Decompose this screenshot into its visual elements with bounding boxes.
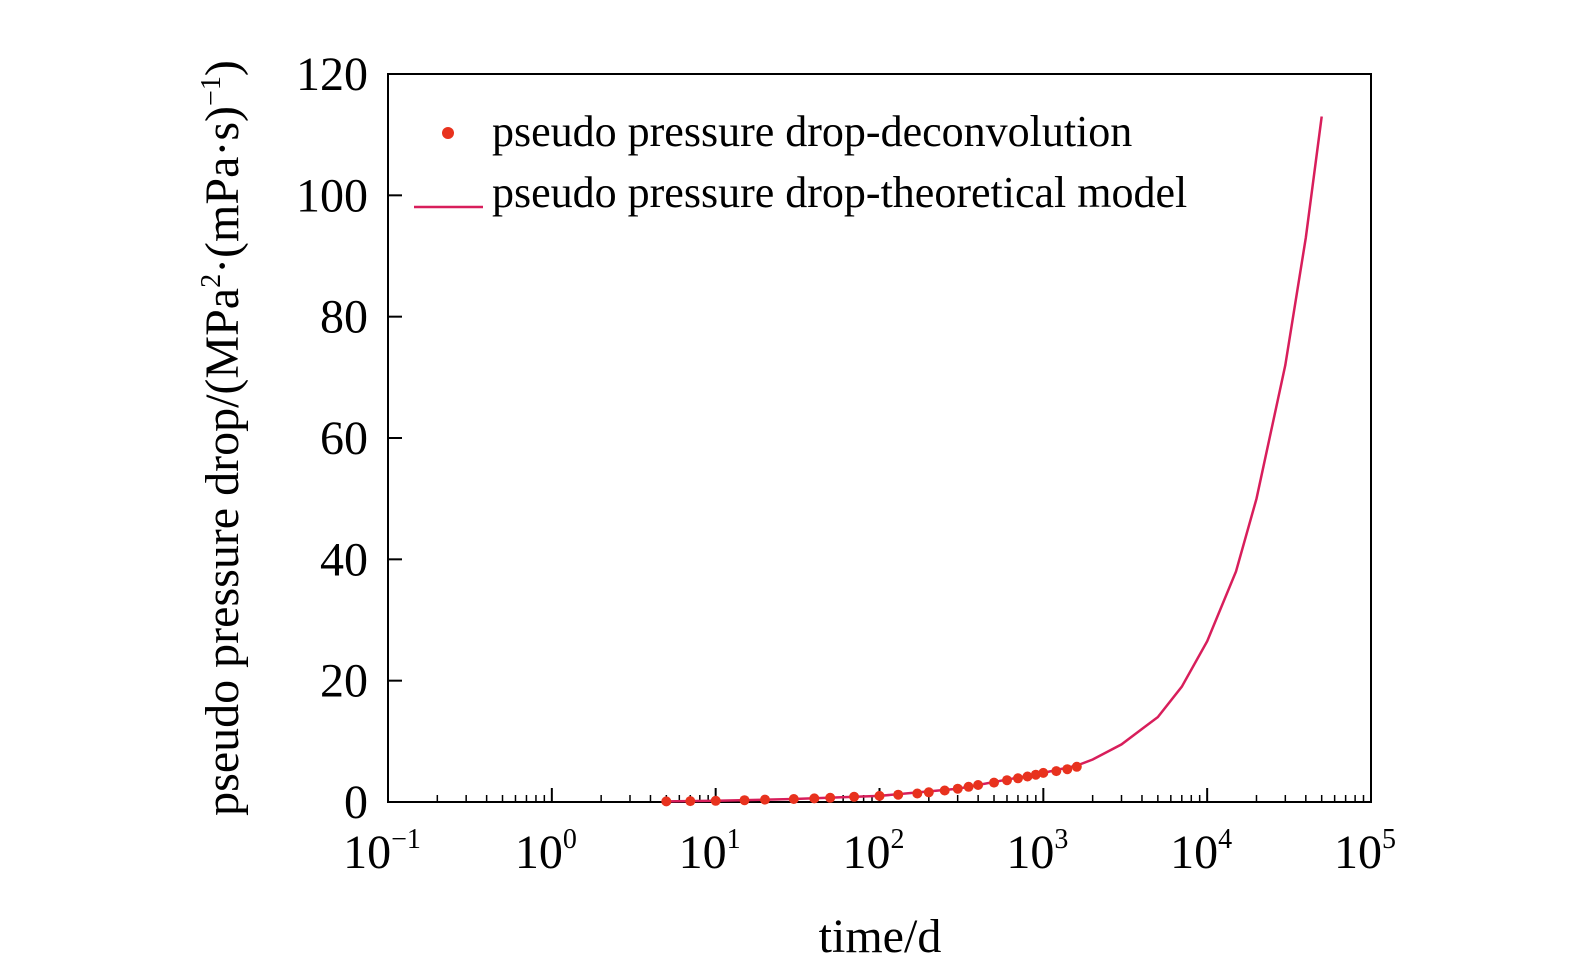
point-deconvolution bbox=[973, 780, 984, 790]
point-deconvolution bbox=[912, 788, 923, 799]
y-axis: 0 20 40 60 80 100 120 bbox=[296, 48, 402, 829]
point-deconvolution bbox=[685, 796, 696, 807]
y-tick-label: 80 bbox=[320, 291, 368, 344]
point-deconvolution bbox=[923, 787, 934, 798]
x-tick-label: 102 bbox=[843, 824, 905, 879]
point-deconvolution bbox=[849, 791, 860, 802]
point-deconvolution bbox=[939, 785, 950, 796]
x-tick-label: 103 bbox=[1006, 824, 1068, 879]
legend-marker-deconvolution bbox=[442, 127, 454, 139]
point-deconvolution bbox=[788, 794, 799, 804]
x-tick-label: 104 bbox=[1170, 824, 1232, 879]
point-deconvolution bbox=[1071, 761, 1082, 772]
line-theoretical-model bbox=[666, 116, 1323, 803]
y-tick-label: 100 bbox=[296, 169, 368, 222]
series-deconvolution bbox=[661, 761, 1082, 807]
y-axis-title: pseudo pressure drop/(MPa2·(mPa·s)−1) bbox=[196, 60, 249, 816]
y-tick-label: 40 bbox=[320, 533, 368, 586]
point-deconvolution bbox=[661, 796, 672, 807]
point-deconvolution bbox=[989, 777, 999, 788]
series-theoretical-model bbox=[666, 116, 1323, 803]
y-tick-label: 120 bbox=[296, 48, 368, 101]
x-tick-label: 105 bbox=[1334, 824, 1396, 879]
legend-label-deconvolution: pseudo pressure drop-deconvolution bbox=[492, 107, 1132, 156]
point-deconvolution bbox=[874, 790, 885, 801]
point-deconvolution bbox=[1022, 771, 1033, 782]
point-deconvolution bbox=[952, 783, 963, 794]
point-deconvolution bbox=[893, 789, 904, 800]
x-tick-label: 100 bbox=[515, 824, 577, 879]
point-deconvolution bbox=[1062, 764, 1073, 775]
point-deconvolution bbox=[1013, 773, 1023, 784]
y-tick-label: 20 bbox=[320, 655, 368, 708]
point-deconvolution bbox=[1030, 769, 1041, 780]
point-deconvolution bbox=[1002, 775, 1012, 786]
point-deconvolution bbox=[1051, 766, 1062, 777]
y-tick-label: 60 bbox=[320, 412, 368, 465]
point-deconvolution bbox=[825, 792, 836, 803]
y-tick-label: 0 bbox=[344, 776, 368, 829]
point-deconvolution bbox=[760, 794, 770, 805]
point-deconvolution bbox=[1038, 767, 1049, 778]
x-tick-label: 101 bbox=[679, 824, 741, 879]
point-deconvolution bbox=[963, 781, 974, 792]
x-axis-title: time/d bbox=[819, 910, 942, 963]
point-deconvolution bbox=[809, 793, 820, 804]
point-deconvolution bbox=[710, 795, 721, 806]
legend: pseudo pressure drop-deconvolution pseud… bbox=[414, 107, 1187, 217]
point-deconvolution bbox=[739, 795, 750, 806]
x-tick-label: 10−1 bbox=[343, 824, 421, 879]
legend-label-theoretical-model: pseudo pressure drop-theoretical model bbox=[492, 168, 1187, 217]
